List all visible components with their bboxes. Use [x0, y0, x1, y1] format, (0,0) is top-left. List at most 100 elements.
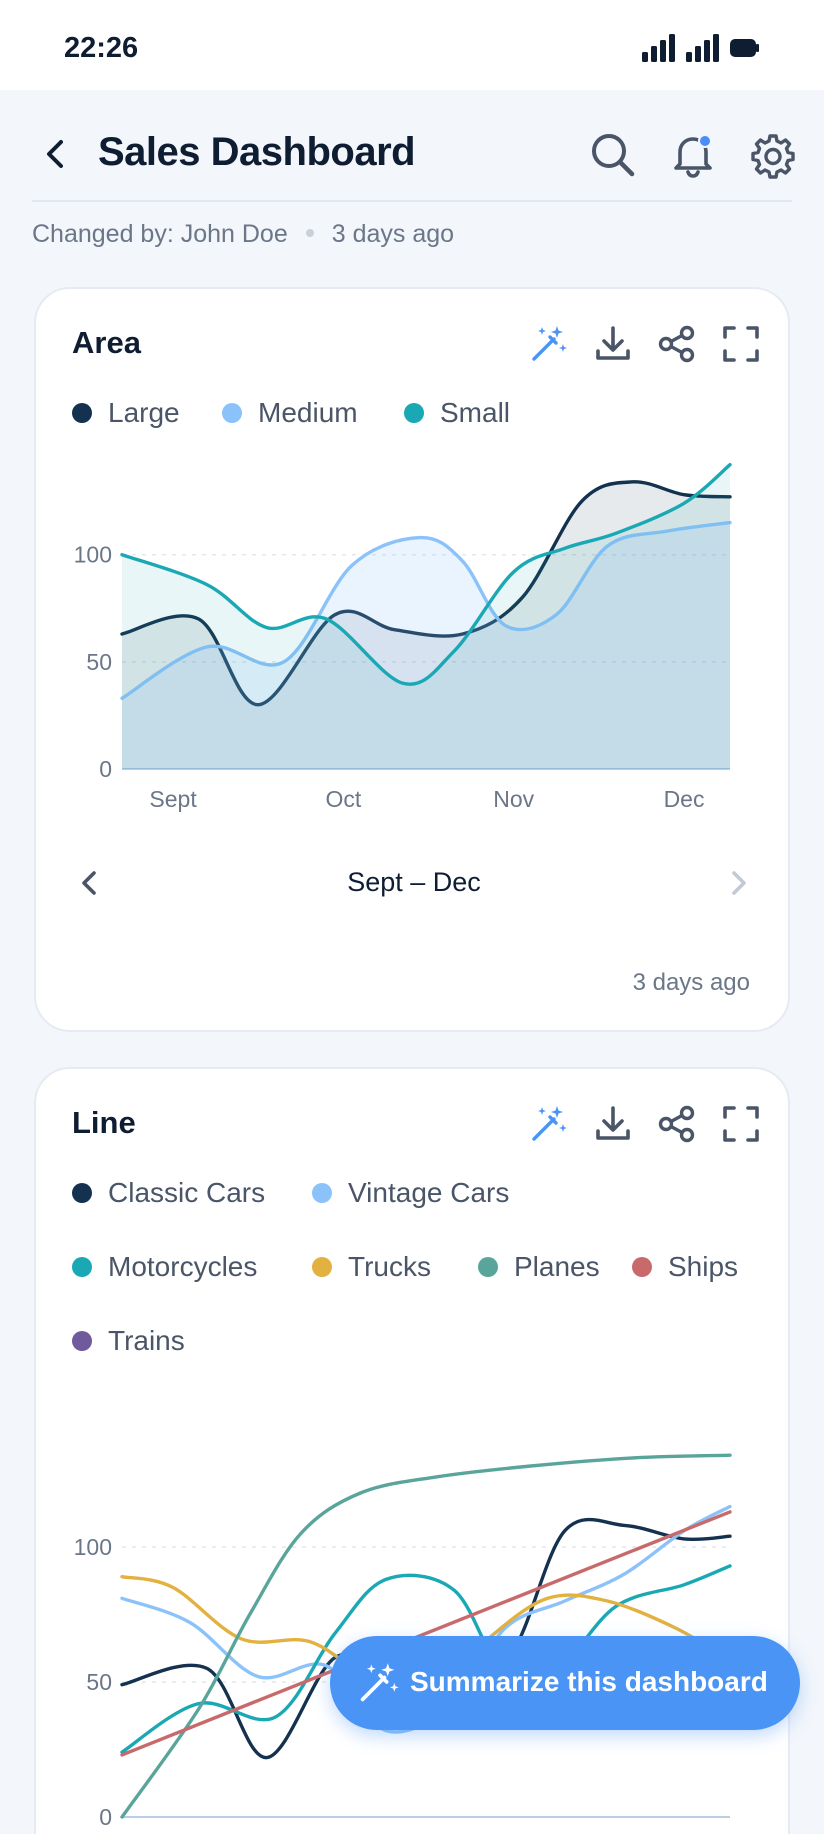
legend-item[interactable]: Trucks	[312, 1251, 431, 1283]
download-button[interactable]	[592, 1103, 634, 1145]
legend-item[interactable]: Vintage Cars	[312, 1177, 509, 1209]
summarize-dashboard-button[interactable]: Summarize this dashboard	[330, 1636, 800, 1730]
magic-wand-icon	[532, 1106, 567, 1141]
legend-item[interactable]: Ships	[632, 1251, 738, 1283]
legend-item[interactable]: Medium	[222, 397, 358, 429]
card-toolbar	[528, 323, 759, 365]
card-title: Area	[72, 325, 141, 360]
legend-label: Medium	[258, 397, 358, 428]
legend-label: Large	[108, 397, 180, 428]
status-bar: 22:26	[0, 0, 824, 90]
legend-label: Ships	[668, 1251, 739, 1282]
download-button[interactable]	[592, 323, 634, 365]
chevron-left-icon	[82, 871, 96, 895]
gear-icon	[751, 134, 795, 179]
y-tick-label: 50	[86, 649, 112, 675]
ai-insight-button[interactable]	[528, 1103, 570, 1145]
chart-legend: Large Medium Small	[72, 397, 752, 437]
series-line-small	[120, 463, 732, 686]
download-icon	[596, 1106, 630, 1140]
search-icon	[592, 134, 635, 177]
magic-wand-icon	[360, 1663, 399, 1702]
legend-item[interactable]: Small	[404, 397, 510, 429]
previous-period-button[interactable]	[72, 865, 108, 901]
legend-swatch	[312, 1182, 332, 1203]
expand-icon	[723, 1106, 759, 1142]
magic-wand-icon	[532, 326, 567, 361]
legend-label: Planes	[514, 1251, 600, 1282]
changed-by-text: Changed by: John Doe	[32, 220, 288, 248]
chevron-left-icon	[47, 140, 63, 168]
card-toolbar	[528, 1103, 759, 1145]
change-meta: Changed by: John Doe 3 days ago	[32, 220, 454, 249]
series-line-ships	[120, 1510, 732, 1757]
status-time: 22:26	[64, 32, 139, 64]
download-icon	[596, 326, 630, 360]
legend-swatch	[72, 402, 92, 423]
chart-legend: Classic Cars Vintage Cars Motorcycles Tr…	[72, 1177, 772, 1357]
card-title: Line	[72, 1105, 136, 1140]
fullscreen-button[interactable]	[720, 1103, 762, 1145]
settings-button[interactable]	[748, 130, 798, 180]
x-tick-label: Oct	[326, 786, 362, 812]
status-icons	[642, 34, 760, 69]
page-title: Sales Dashboard	[98, 130, 416, 174]
ai-insight-button[interactable]	[528, 323, 570, 365]
series-line-planes	[120, 1453, 732, 1819]
chevron-right-icon	[732, 871, 746, 895]
legend-item[interactable]: Trains	[72, 1325, 185, 1357]
area-fill-medium	[122, 522, 730, 769]
bell-icon	[674, 137, 712, 178]
series-line-medium	[120, 520, 732, 700]
y-tick-label: 0	[99, 756, 112, 782]
legend-item[interactable]: Motorcycles	[72, 1251, 257, 1283]
notifications-button[interactable]	[668, 130, 718, 180]
legend-label: Motorcycles	[108, 1251, 258, 1282]
notification-badge-dot	[698, 134, 712, 148]
search-button[interactable]	[588, 130, 638, 180]
back-button[interactable]	[36, 134, 76, 174]
period-navigator: Sept – Dec	[72, 859, 756, 909]
last-updated-text: 3 days ago	[632, 969, 750, 996]
meta-separator-dot	[305, 229, 314, 238]
cellular-signal-icon	[642, 34, 675, 62]
y-tick-label: 0	[99, 1804, 112, 1830]
battery-icon	[730, 39, 759, 57]
summarize-label: Summarize this dashboard	[410, 1666, 768, 1697]
area-chart-card: Area	[34, 287, 790, 1032]
share-button[interactable]	[656, 1103, 698, 1145]
legend-item[interactable]: Classic Cars	[72, 1177, 265, 1209]
y-tick-label: 100	[74, 542, 112, 568]
next-period-button[interactable]	[720, 865, 756, 901]
y-tick-label: 100	[74, 1534, 112, 1560]
x-tick-label: Sept	[149, 786, 197, 812]
legend-swatch	[222, 402, 242, 423]
legend-label: Vintage Cars	[348, 1177, 510, 1208]
area-fill-small	[122, 464, 730, 769]
legend-item[interactable]: Large	[72, 397, 180, 429]
legend-swatch	[632, 1256, 652, 1277]
legend-swatch	[72, 1182, 92, 1203]
series-line-motorcycles	[120, 1564, 732, 1754]
x-tick-label: Nov	[493, 786, 534, 812]
changed-time-text: 3 days ago	[331, 220, 455, 248]
legend-label: Small	[440, 397, 511, 428]
y-tick-label: 50	[86, 1669, 112, 1695]
series-line-large	[120, 480, 732, 707]
legend-swatch	[72, 1256, 92, 1277]
expand-icon	[723, 326, 759, 362]
share-button[interactable]	[656, 323, 698, 365]
period-label: Sept – Dec	[347, 867, 481, 897]
legend-swatch	[404, 402, 424, 423]
legend-label: Trains	[108, 1325, 185, 1356]
legend-label: Classic Cars	[108, 1177, 266, 1208]
legend-swatch	[72, 1330, 92, 1351]
legend-label: Trucks	[348, 1251, 431, 1282]
fullscreen-button[interactable]	[720, 323, 762, 365]
legend-item[interactable]: Planes	[478, 1251, 600, 1283]
wifi-signal-icon	[686, 34, 719, 62]
share-icon	[658, 325, 695, 363]
legend-swatch	[312, 1256, 332, 1277]
share-icon	[658, 1105, 695, 1143]
